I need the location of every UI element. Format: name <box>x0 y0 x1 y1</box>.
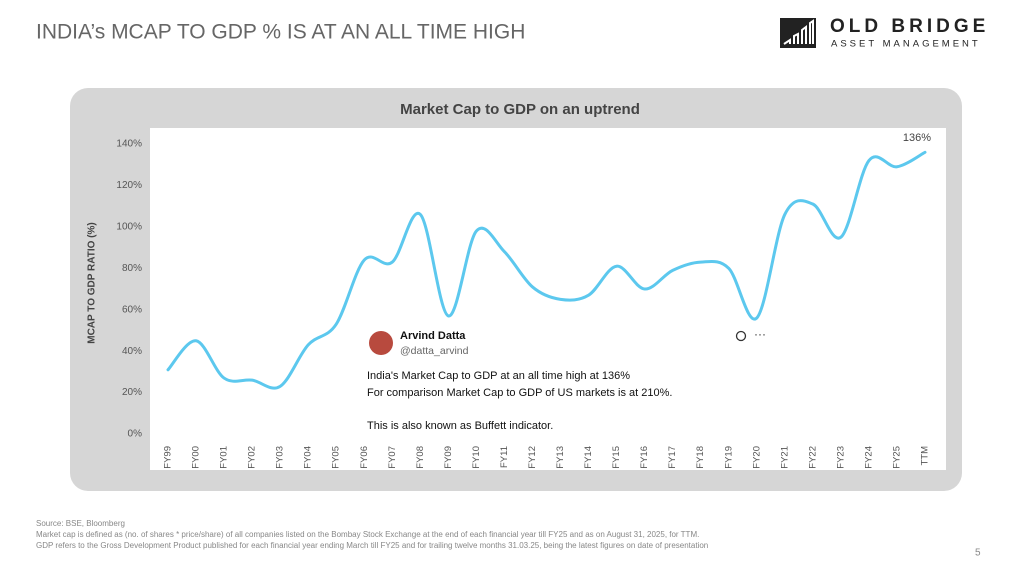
tweet-text: For comparison Market Cap to GDP of US m… <box>367 387 672 399</box>
more-icon[interactable]: ··· <box>754 327 766 341</box>
x-tick-label: FY19 <box>723 446 734 469</box>
chart-title: Market Cap to GDP on an uptrend <box>400 101 640 118</box>
x-tick-label: FY00 <box>191 446 202 469</box>
footnote: GDP refers to the Gross Development Prod… <box>36 541 708 550</box>
x-tick-label: FY14 <box>583 446 594 469</box>
tweet-background <box>362 322 770 434</box>
x-tick-label: FY99 <box>163 446 174 469</box>
x-tick-label: FY22 <box>807 446 818 469</box>
x-tick-label: FY18 <box>695 446 706 469</box>
x-tick-label: FY03 <box>275 446 286 469</box>
x-tick-label: FY15 <box>611 446 622 469</box>
x-tick-label: FY01 <box>219 446 230 469</box>
x-tick-label: FY12 <box>527 446 538 469</box>
y-tick-label: 80% <box>122 263 142 274</box>
x-tick-label: FY16 <box>639 446 650 469</box>
y-axis-title: MCAP TO GDP RATIO (%) <box>87 222 98 344</box>
avatar <box>369 331 393 355</box>
x-tick-label: FY08 <box>415 446 426 469</box>
tweet-card: Arvind Datta @datta_arvind ··· India's M… <box>362 322 770 434</box>
logo: OLD BRIDGE ASSET MANAGEMENT <box>780 16 989 50</box>
slide-title: INDIA’s MCAP TO GDP % IS AT AN ALL TIME … <box>36 21 525 44</box>
tweet-handle[interactable]: @datta_arvind <box>400 345 469 357</box>
x-tick-label: FY21 <box>779 446 790 469</box>
x-tick-label: FY05 <box>331 446 342 469</box>
plot: 0% 20% 40% 60% 80% 100% 120% 140% FY99 FY00 FY01 FY… <box>116 132 931 469</box>
x-tick-label: FY13 <box>555 446 566 469</box>
page-number: 5 <box>975 548 981 559</box>
x-tick-label: FY25 <box>891 446 902 469</box>
logo-subtext: ASSET MANAGEMENT <box>831 39 981 50</box>
y-tick-label: 120% <box>116 180 142 191</box>
y-tick-label: 60% <box>122 304 142 315</box>
x-tick-label: FY09 <box>443 446 454 469</box>
x-tick-label: FY04 <box>303 446 314 469</box>
x-tick-label: FY24 <box>863 446 874 469</box>
tweet-icon[interactable] <box>735 330 747 342</box>
x-tick-label: FY02 <box>247 446 258 469</box>
tweet-text: This is also known as Buffett indicator. <box>367 420 553 432</box>
y-tick-label: 140% <box>116 139 142 150</box>
x-tick-label: FY17 <box>667 446 678 469</box>
footnote: Market cap is defined as (no. of shares … <box>36 530 699 539</box>
data-label: 136% <box>903 132 931 144</box>
footnote: Source: BSE, Bloomberg <box>36 519 125 528</box>
x-tick-label: TTM <box>920 446 931 466</box>
tweet-name[interactable]: Arvind Datta <box>400 330 466 342</box>
x-tick-label: FY23 <box>835 446 846 469</box>
y-tick-label: 100% <box>116 221 142 232</box>
x-tick-label: FY07 <box>387 446 398 469</box>
y-tick-label: 0% <box>128 429 143 440</box>
x-tick-label: FY10 <box>471 446 482 469</box>
y-tick-label: 40% <box>122 346 142 357</box>
logo-text: OLD BRIDGE <box>830 16 989 37</box>
line <box>166 150 927 390</box>
x-tick-label: FY06 <box>359 446 370 469</box>
logo-bars <box>783 19 814 45</box>
x-tick-label: FY20 <box>751 446 762 469</box>
x-tick-label: FY11 <box>499 446 510 468</box>
tweet-text: India's Market Cap to GDP at an all time… <box>367 370 630 382</box>
y-tick-label: 20% <box>122 387 142 398</box>
